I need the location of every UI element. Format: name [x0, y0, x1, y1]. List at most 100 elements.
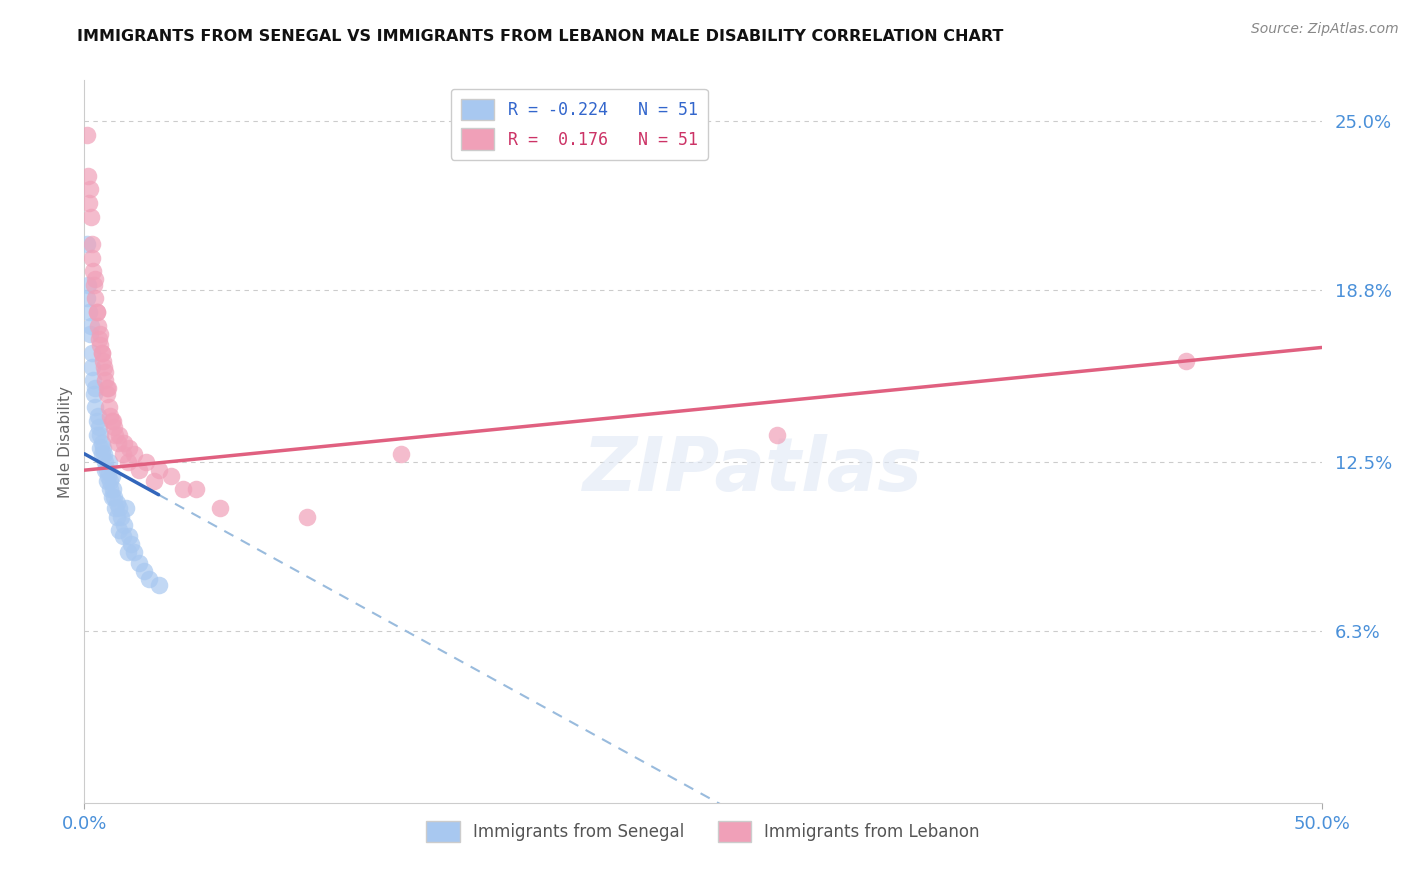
Point [96, 381, 118, 395]
Point [117, 545, 139, 559]
Point [93, 365, 115, 379]
Text: Source: ZipAtlas.com: Source: ZipAtlas.com [1251, 22, 1399, 37]
Y-axis label: Male Disability: Male Disability [58, 385, 73, 498]
Point [76, 236, 98, 251]
Point [79, 182, 101, 196]
Point [89, 332, 111, 346]
Point [77, 169, 100, 183]
Point [103, 419, 125, 434]
Point [111, 528, 134, 542]
Point [108, 501, 131, 516]
Point [87, 318, 110, 333]
Point [98, 474, 121, 488]
Point [77, 277, 100, 292]
Text: IMMIGRANTS FROM SENEGAL VS IMMIGRANTS FROM LEBANON MALE DISABILITY CORRELATION C: IMMIGRANTS FROM SENEGAL VS IMMIGRANTS FR… [77, 29, 1004, 44]
Point [101, 491, 124, 505]
Point [97, 381, 120, 395]
Point [128, 463, 150, 477]
Point [76, 128, 98, 142]
Point [132, 564, 155, 578]
Point [83, 387, 105, 401]
Point [118, 528, 141, 542]
Point [389, 447, 412, 461]
Point [90, 436, 112, 450]
Point [86, 427, 108, 442]
Point [101, 482, 124, 496]
Point [82, 264, 104, 278]
Point [295, 509, 318, 524]
Point [91, 354, 114, 368]
Point [82, 373, 104, 387]
Point [98, 409, 121, 423]
Point [96, 463, 118, 477]
Point [103, 491, 125, 505]
Text: ZIPatlas: ZIPatlas [582, 434, 922, 507]
Point [79, 318, 101, 333]
Point [82, 359, 104, 374]
Point [148, 463, 170, 477]
Point [79, 326, 101, 341]
Point [110, 509, 132, 524]
Point [107, 436, 129, 450]
Point [172, 482, 194, 496]
Point [122, 447, 145, 461]
Point [89, 326, 111, 341]
Point [111, 447, 134, 461]
Point [98, 455, 121, 469]
Point [112, 436, 135, 450]
Point [93, 359, 115, 374]
Point [89, 419, 111, 434]
Point [93, 447, 115, 461]
Point [79, 210, 101, 224]
Point [128, 556, 150, 570]
Point [86, 305, 108, 319]
Point [105, 509, 128, 524]
Point [100, 414, 122, 428]
Point [82, 251, 104, 265]
Point [87, 409, 110, 423]
Point [91, 447, 114, 461]
Point [118, 442, 141, 456]
Point [96, 474, 118, 488]
Point [83, 272, 105, 286]
Point [84, 401, 107, 415]
Point [1174, 354, 1197, 368]
Point [103, 501, 125, 516]
Point [98, 482, 121, 496]
Point [160, 468, 183, 483]
Point [79, 305, 101, 319]
Point [76, 292, 98, 306]
Point [98, 401, 121, 415]
Point [83, 381, 105, 395]
Point [104, 427, 127, 442]
Point [96, 387, 118, 401]
Point [135, 455, 157, 469]
Point [115, 501, 138, 516]
Point [138, 572, 160, 586]
Point [79, 196, 101, 211]
Point [93, 463, 115, 477]
Point [94, 373, 117, 387]
Legend: Immigrants from Senegal, Immigrants from Lebanon: Immigrants from Senegal, Immigrants from… [419, 814, 987, 848]
Point [120, 537, 142, 551]
Point [122, 545, 145, 559]
Point [91, 346, 114, 360]
Point [94, 455, 117, 469]
Point [766, 427, 789, 442]
Point [184, 482, 207, 496]
Point [108, 523, 131, 537]
Point [101, 414, 124, 428]
Point [86, 305, 108, 319]
Point [89, 427, 111, 442]
Point [84, 292, 107, 306]
Point [148, 577, 170, 591]
Point [83, 277, 105, 292]
Point [90, 346, 112, 360]
Point [86, 414, 108, 428]
Point [80, 346, 103, 360]
Point [112, 517, 135, 532]
Point [100, 468, 122, 483]
Point [117, 455, 139, 469]
Point [89, 442, 111, 456]
Point [97, 468, 120, 483]
